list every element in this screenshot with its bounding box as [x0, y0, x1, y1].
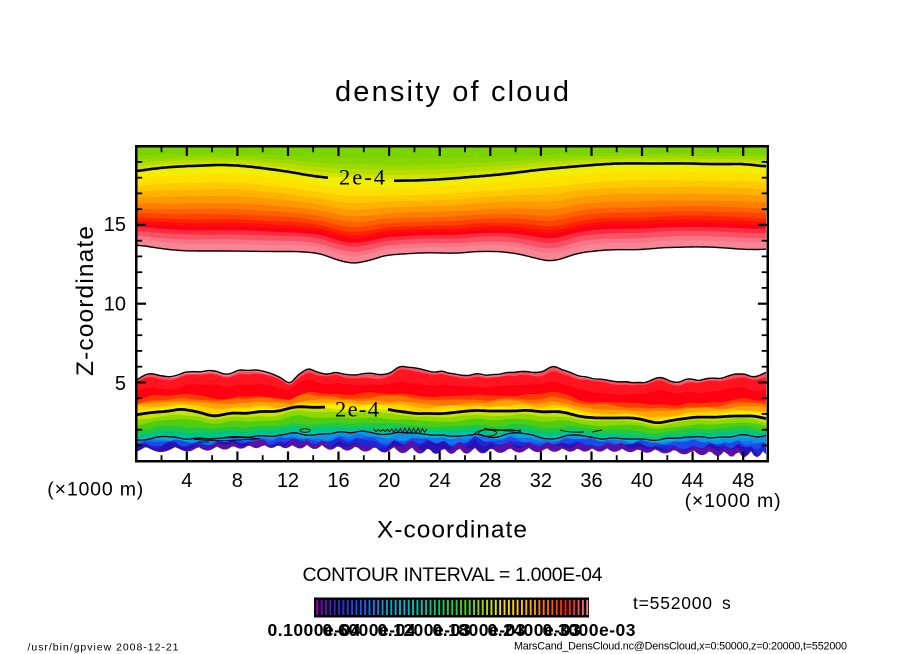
svg-text:0.1800e-03: 0.1800e-03 [433, 620, 526, 640]
svg-text:density of cloud: density of cloud [335, 76, 569, 108]
svg-text:/usr/bin/gpview 2008-12-21: /usr/bin/gpview 2008-12-21 [28, 642, 179, 654]
svg-text:36: 36 [580, 470, 602, 492]
svg-text:s: s [722, 593, 731, 613]
svg-text:28: 28 [479, 470, 501, 492]
svg-text:CONTOUR INTERVAL = 1.000E-0: CONTOUR INTERVAL = 1.000E-04 [303, 564, 603, 586]
svg-text:10: 10 [104, 294, 126, 316]
svg-text:Z-coordinate: Z-coordinate [72, 226, 99, 376]
svg-text:24: 24 [429, 470, 451, 492]
svg-text:0.3000e-03: 0.3000e-03 [543, 620, 636, 640]
svg-text:(×1000 m): (×1000 m) [47, 479, 143, 501]
svg-text:MarsCand_DensCloud.nc@DensClou: MarsCand_DensCloud.nc@DensCloud,x=0:5000… [514, 641, 847, 653]
svg-text:0.1000e-04: 0.1000e-04 [268, 620, 361, 640]
svg-text:X-coordinate: X-coordinate [377, 517, 527, 544]
svg-text:15: 15 [104, 214, 126, 236]
svg-text:40: 40 [631, 470, 653, 492]
svg-text:20: 20 [378, 470, 400, 492]
svg-text:44: 44 [681, 470, 703, 492]
svg-text:4: 4 [181, 470, 192, 492]
svg-text:32: 32 [530, 470, 552, 492]
svg-text:12: 12 [277, 470, 299, 492]
svg-text:t=552000: t=552000 [633, 593, 712, 613]
svg-text:8: 8 [232, 470, 243, 492]
svg-text:2e-4: 2e-4 [335, 397, 379, 422]
svg-text:0.6000e-04: 0.6000e-04 [323, 620, 416, 640]
svg-text:0.1200e-03: 0.1200e-03 [378, 620, 471, 640]
svg-text:5: 5 [115, 373, 126, 395]
svg-text:16: 16 [327, 470, 349, 492]
svg-text:(×1000 m): (×1000 m) [685, 490, 781, 512]
svg-text:48: 48 [732, 470, 754, 492]
svg-text:2e-4: 2e-4 [339, 165, 385, 190]
svg-text:0.2400e-03: 0.2400e-03 [488, 620, 581, 640]
